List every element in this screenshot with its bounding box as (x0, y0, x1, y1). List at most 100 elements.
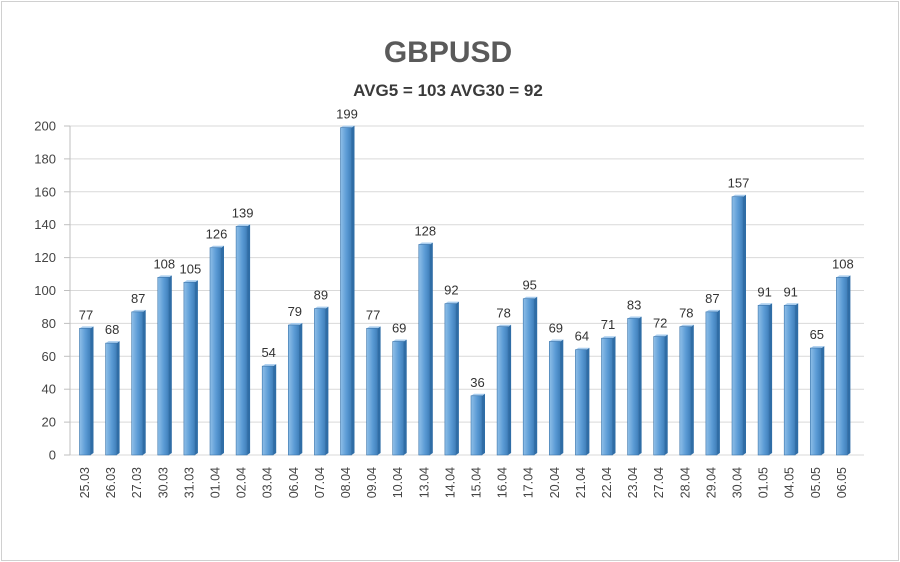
x-tick-label: 20.04 (548, 467, 562, 498)
data-label: 92 (444, 283, 458, 298)
bar (757, 303, 773, 456)
data-label: 77 (79, 307, 93, 322)
x-tick-label: 30.03 (156, 467, 170, 498)
bar (705, 309, 720, 456)
gridlines (70, 125, 864, 456)
data-label: 87 (131, 291, 145, 306)
bar (679, 324, 694, 456)
bar (261, 364, 277, 456)
y-tick-label: 60 (42, 349, 56, 364)
bar (836, 275, 851, 456)
data-label: 91 (757, 284, 771, 299)
y-tick-label: 100 (34, 283, 56, 298)
x-tick-label: 13.04 (417, 467, 431, 498)
y-tick-label: 0 (49, 448, 56, 463)
bar (131, 309, 146, 456)
bar (287, 323, 303, 456)
data-label: 54 (261, 345, 275, 360)
x-tick-label: 06.05 (835, 467, 849, 498)
data-label: 83 (627, 297, 641, 312)
chart-title: GBPUSD (384, 36, 512, 69)
x-tick-label: 08.04 (339, 467, 353, 498)
x-tick-label: 07.04 (313, 467, 327, 498)
x-tick-label: 09.04 (365, 467, 379, 498)
bar (496, 324, 512, 456)
data-label: 78 (679, 306, 693, 321)
x-tick-label: 25.03 (78, 467, 92, 498)
data-labels: 77 68 87 108 105 126 139 54 79 89 199 77 69 128 92 36 78… (79, 107, 854, 390)
x-axis: 25.03 26.03 27.03 30.03 31.03 01.04 02.04 03.04… (78, 467, 849, 498)
data-label: 71 (601, 317, 615, 332)
data-label: 95 (522, 278, 536, 293)
data-label: 79 (288, 304, 302, 319)
y-tick-label: 160 (34, 184, 56, 199)
bar (105, 341, 120, 456)
bar (627, 316, 642, 456)
x-tick-label: 27.04 (652, 467, 666, 498)
x-tick-label: 26.03 (104, 467, 118, 498)
x-tick-label: 10.04 (391, 467, 405, 498)
data-label: 65 (810, 327, 824, 342)
bar (548, 339, 564, 456)
data-label: 157 (728, 176, 750, 191)
data-label: 89 (314, 288, 328, 303)
x-tick-label: 14.04 (443, 467, 457, 498)
data-label: 69 (392, 320, 406, 335)
bar (444, 301, 459, 456)
data-label: 108 (153, 256, 175, 271)
x-tick-label: 30.04 (731, 467, 745, 498)
bar (783, 303, 799, 456)
y-axis: 0 20 40 60 80 100 120 140 160 180 200 (34, 119, 71, 463)
bar (79, 326, 94, 456)
y-tick-label: 200 (34, 119, 56, 134)
bar (418, 242, 433, 456)
bar (601, 336, 616, 456)
data-label: 105 (180, 261, 202, 276)
data-label: 199 (336, 107, 358, 122)
x-tick-label: 01.04 (209, 467, 223, 498)
bar (653, 334, 668, 456)
bar (209, 245, 224, 456)
x-tick-label: 28.04 (678, 467, 692, 498)
x-tick-label: 21.04 (574, 467, 588, 498)
data-label: 36 (470, 375, 484, 390)
bars (79, 125, 851, 456)
x-tick-label: 01.05 (757, 467, 771, 498)
bar (470, 393, 485, 456)
chart-subtitle: AVG5 = 103 AVG30 = 92 (353, 81, 543, 100)
bar (575, 347, 590, 456)
bar (366, 326, 381, 456)
x-tick-label: 03.04 (261, 467, 275, 498)
data-label: 64 (575, 329, 589, 344)
x-tick-label: 29.04 (704, 467, 718, 498)
y-tick-label: 40 (42, 382, 56, 397)
x-tick-label: 31.03 (182, 467, 196, 498)
x-tick-label: 22.04 (600, 467, 614, 498)
x-tick-label: 23.04 (626, 467, 640, 498)
bar (731, 194, 746, 456)
x-tick-label: 16.04 (496, 467, 510, 498)
y-tick-label: 180 (34, 151, 56, 166)
x-tick-label: 17.04 (522, 467, 536, 498)
data-label: 139 (232, 205, 254, 220)
bar (157, 275, 172, 456)
bar (522, 296, 538, 456)
y-tick-label: 20 (42, 415, 56, 430)
bar (235, 224, 251, 456)
data-label: 108 (832, 256, 854, 271)
x-tick-label: 15.04 (470, 467, 484, 498)
bar (809, 346, 825, 456)
data-label: 68 (105, 322, 119, 337)
y-tick-label: 80 (42, 316, 56, 331)
data-label: 87 (705, 291, 719, 306)
data-label: 126 (206, 227, 228, 242)
x-tick-label: 02.04 (235, 467, 249, 498)
data-label: 77 (366, 307, 380, 322)
bar (392, 339, 407, 456)
bar (183, 280, 198, 456)
data-label: 91 (783, 284, 797, 299)
bar (314, 306, 329, 456)
data-label: 69 (549, 320, 563, 335)
x-tick-label: 27.03 (130, 467, 144, 498)
bar (340, 125, 355, 456)
